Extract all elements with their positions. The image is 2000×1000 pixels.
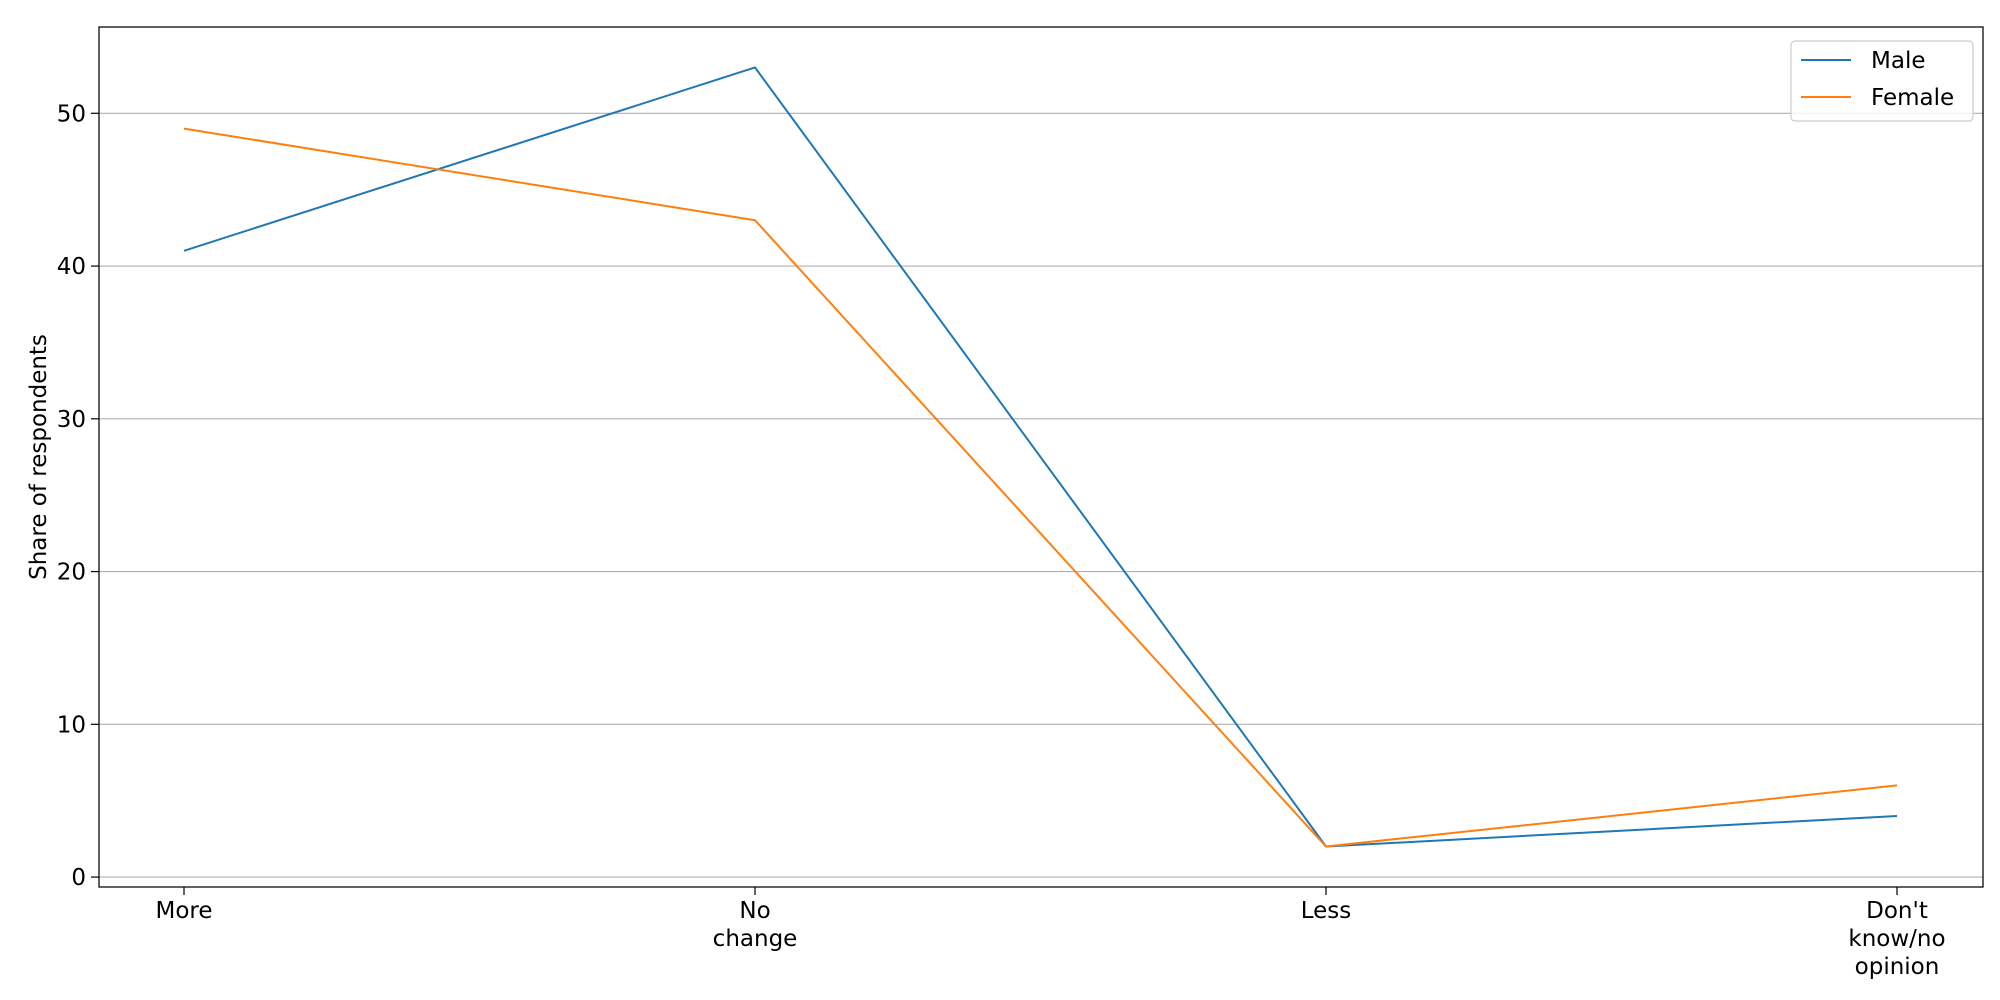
y-tick-label: 10 bbox=[57, 712, 86, 738]
y-tick-label: 40 bbox=[57, 254, 86, 280]
legend: Male Female bbox=[1790, 40, 1974, 122]
series-lines bbox=[183, 66, 1898, 848]
y-axis-label: Share of respondents bbox=[26, 334, 52, 580]
legend-label-male: Male bbox=[1871, 48, 1925, 74]
y-tick-label: 50 bbox=[57, 101, 86, 127]
plot-frame bbox=[98, 26, 1984, 888]
y-tick-label: 20 bbox=[57, 560, 86, 586]
gridlines bbox=[99, 112, 1983, 878]
x-tick-label: Less bbox=[1301, 898, 1352, 924]
y-tick-label: 30 bbox=[57, 407, 86, 433]
legend-label-female: Female bbox=[1871, 85, 1954, 111]
series-line-female bbox=[183, 127, 1898, 848]
y-axis: 0 10 20 30 40 50 bbox=[57, 101, 99, 891]
x-tick-label: Don't know/no opinion bbox=[1848, 898, 1945, 980]
x-tick-label: No change bbox=[713, 898, 798, 952]
x-axis: More No change Less Don't know/no opinion bbox=[155, 887, 1946, 980]
y-tick-label: 0 bbox=[71, 865, 86, 891]
series-line-male bbox=[183, 66, 1898, 848]
x-tick-label: More bbox=[155, 898, 212, 924]
